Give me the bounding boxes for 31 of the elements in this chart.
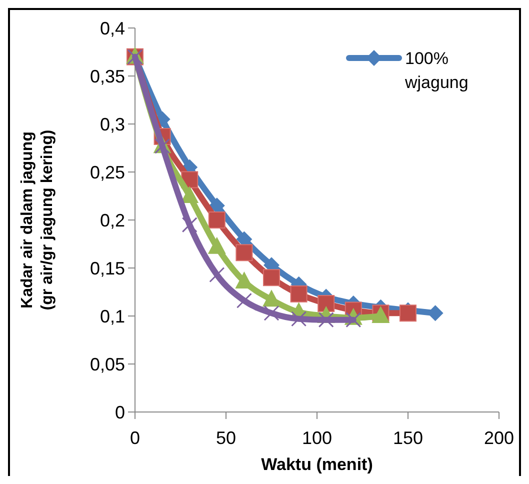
point [400,304,416,322]
point [263,269,280,286]
x-tick-label: 50 [216,428,236,448]
point [236,292,252,308]
y-tick-label: 0,4 [100,18,125,38]
point [318,312,334,328]
y-tick-label: 0,3 [100,114,125,134]
y-tick-label: 0 [114,402,125,422]
y-tick-label: 0,05 [90,354,125,374]
point [318,295,335,312]
point [291,311,307,327]
y-axis-title: Kadar air dalam jagung (gr air/gr jagung kering) [19,130,56,310]
point [209,266,225,282]
point [264,305,280,321]
legend-label: 100% wjagung [404,48,468,92]
x-tick-label: 200 [484,428,514,448]
point [208,212,226,228]
x-tick-label: 100 [302,428,332,448]
x-tick-label: 150 [392,428,424,448]
point [290,285,308,302]
point [208,236,226,254]
y-tick-label: 0,25 [90,162,125,182]
y-tick-label: 0,15 [90,258,125,278]
point [182,217,198,233]
y-tick-label: 0,1 [100,306,125,326]
y-tick-label: 0,35 [90,66,125,86]
point [236,244,253,262]
x-axis-title: Waktu (menit) [261,455,373,474]
x-tick-label: 0 [130,428,140,448]
point [346,312,362,328]
y-tick-label: 0,2 [100,210,125,230]
